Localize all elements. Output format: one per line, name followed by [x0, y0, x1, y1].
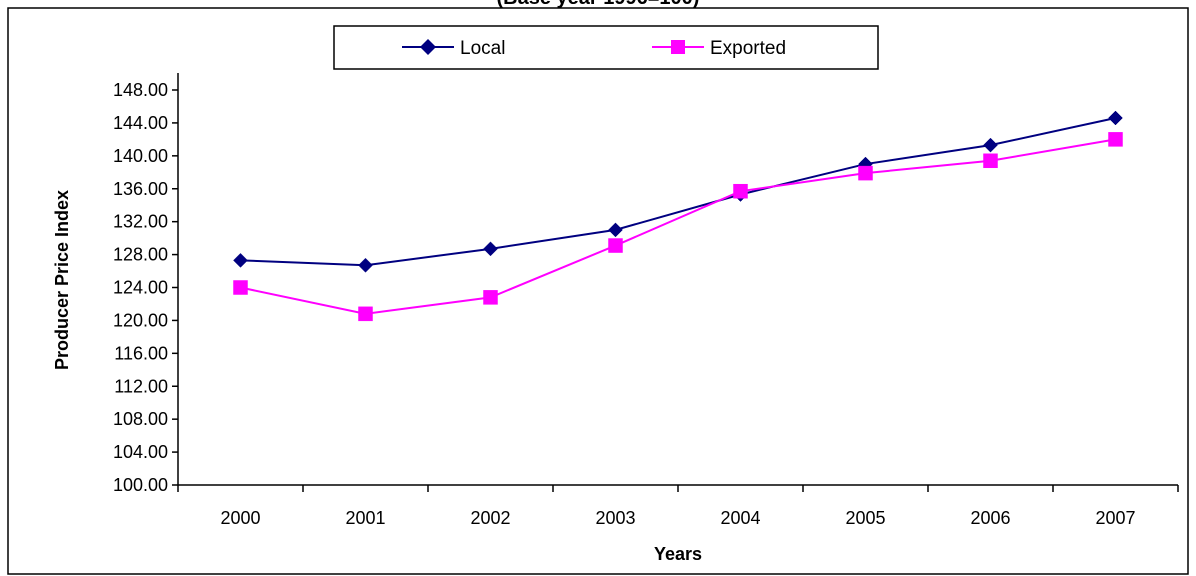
legend: Local Exported [333, 25, 879, 70]
series-layer [233, 110, 1123, 322]
x-tick-label: 2002 [470, 508, 510, 528]
y-tick-label: 124.00 [113, 278, 168, 298]
x-tick-label: 2004 [720, 508, 760, 528]
data-point-local [483, 241, 498, 257]
data-point-exported [858, 165, 873, 181]
y-axis-ticks: 100.00 104.00 108.00 112.00 116.00 120.00 124.… [113, 80, 178, 495]
chart-frame [7, 7, 1189, 575]
data-point-local [233, 252, 248, 268]
y-tick-label: 144.00 [113, 113, 168, 133]
legend-marker-exported [671, 40, 685, 54]
data-point-exported [483, 290, 498, 305]
x-tick-label: 2000 [220, 508, 260, 528]
data-point-exported [358, 306, 373, 322]
y-axis-title: Producer Price Index [52, 190, 72, 370]
y-tick-label: 108.00 [113, 409, 168, 429]
x-tick-label: 2007 [1095, 508, 1135, 528]
series-line-local [240, 117, 1116, 267]
data-point-exported [233, 280, 248, 295]
y-tick-label: 116.00 [114, 343, 168, 363]
data-point-local [358, 257, 373, 273]
legend-label-local: Local [460, 38, 505, 59]
x-axis-ticks: 2000 2001 2002 2003 2004 2005 2006 2007 [177, 485, 1179, 528]
x-tick-label: 2003 [595, 508, 635, 528]
data-point-exported [733, 183, 748, 199]
y-tick-label: 136.00 [113, 179, 168, 199]
chart-title: (Base year 1996=100) [497, 0, 700, 9]
y-tick-label: 104.00 [113, 442, 168, 462]
data-point-exported [608, 238, 623, 253]
y-tick-label: 112.00 [114, 376, 168, 396]
legend-label-exported: Exported [710, 38, 786, 59]
data-point-local [983, 137, 998, 153]
data-point-exported [983, 153, 998, 169]
y-tick-label: 100.00 [113, 475, 168, 495]
legend-marker-local [420, 39, 436, 55]
legend-item-local: Local [402, 38, 505, 59]
y-tick-label: 140.00 [113, 146, 168, 166]
data-point-local [1108, 110, 1123, 126]
x-tick-label: 2001 [345, 508, 385, 528]
y-tick-label: 148.00 [113, 80, 168, 100]
y-tick-label: 120.00 [113, 310, 168, 330]
legend-item-exported: Exported [652, 38, 786, 59]
data-point-local [608, 222, 623, 238]
y-tick-label: 128.00 [113, 245, 168, 265]
x-tick-label: 2005 [845, 508, 885, 528]
series-line-exported [240, 138, 1116, 315]
x-axis-title: Years [654, 544, 702, 564]
x-tick-label: 2006 [970, 508, 1010, 528]
data-point-exported [1108, 132, 1123, 147]
y-tick-label: 132.00 [113, 212, 168, 232]
